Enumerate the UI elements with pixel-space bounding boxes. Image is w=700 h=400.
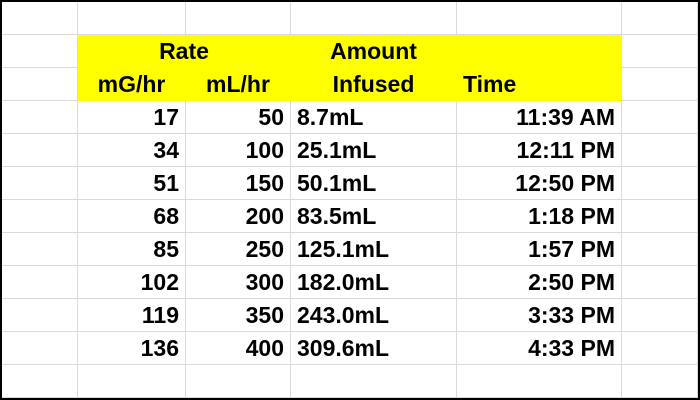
- header-cell: mG/hr: [78, 68, 186, 101]
- data-cell: 12:11 PM: [457, 134, 622, 167]
- cell: [457, 365, 622, 398]
- cell: [291, 365, 457, 398]
- cell: [622, 332, 698, 365]
- cell: [186, 2, 291, 35]
- header-cell: Infused: [291, 68, 457, 101]
- data-cell: 50.1mL: [291, 167, 457, 200]
- data-cell: 125.1mL: [291, 233, 457, 266]
- data-cell: 34: [78, 134, 186, 167]
- cell: [622, 134, 698, 167]
- cell: [2, 35, 78, 68]
- data-cell: 11:39 AM: [457, 101, 622, 134]
- data-cell: 243.0mL: [291, 299, 457, 332]
- cell: [2, 200, 78, 233]
- data-cell: 2:50 PM: [457, 266, 622, 299]
- data-cell: 4:33 PM: [457, 332, 622, 365]
- data-cell: 182.0mL: [291, 266, 457, 299]
- cell: [78, 365, 186, 398]
- header-cell: Time: [457, 68, 622, 101]
- cell: [622, 299, 698, 332]
- data-cell: 102: [78, 266, 186, 299]
- data-cell: 400: [186, 332, 291, 365]
- data-cell: 85: [78, 233, 186, 266]
- header-cell: Rate: [78, 35, 291, 68]
- cell: [622, 233, 698, 266]
- data-cell: 12:50 PM: [457, 167, 622, 200]
- data-cell: 119: [78, 299, 186, 332]
- data-cell: 200: [186, 200, 291, 233]
- cell: [2, 332, 78, 365]
- cell: [622, 167, 698, 200]
- cell: [2, 167, 78, 200]
- data-cell: 1:57 PM: [457, 233, 622, 266]
- cell: [2, 233, 78, 266]
- data-cell: 3:33 PM: [457, 299, 622, 332]
- cell: [186, 365, 291, 398]
- cell: [622, 200, 698, 233]
- data-cell: 100: [186, 134, 291, 167]
- cell: [457, 2, 622, 35]
- cell: [2, 299, 78, 332]
- cell: [78, 2, 186, 35]
- header-cell: Amount: [291, 35, 457, 68]
- cell: [622, 101, 698, 134]
- cell: [2, 68, 78, 101]
- data-cell: 8.7mL: [291, 101, 457, 134]
- data-cell: 136: [78, 332, 186, 365]
- data-cell: 25.1mL: [291, 134, 457, 167]
- cell: [622, 266, 698, 299]
- data-cell: 150: [186, 167, 291, 200]
- header-cell: mL/hr: [186, 68, 291, 101]
- cell: [622, 2, 698, 35]
- cell: [457, 35, 622, 68]
- data-cell: 83.5mL: [291, 200, 457, 233]
- data-cell: 250: [186, 233, 291, 266]
- data-cell: 300: [186, 266, 291, 299]
- cell: [2, 2, 78, 35]
- cell: [622, 35, 698, 68]
- cell: [622, 365, 698, 398]
- cell: [291, 2, 457, 35]
- cell: [2, 365, 78, 398]
- data-cell: 17: [78, 101, 186, 134]
- cell: [2, 266, 78, 299]
- data-cell: 50: [186, 101, 291, 134]
- data-cell: 350: [186, 299, 291, 332]
- data-cell: 68: [78, 200, 186, 233]
- data-cell: 309.6mL: [291, 332, 457, 365]
- cell: [622, 68, 698, 101]
- data-cell: 51: [78, 167, 186, 200]
- data-cell: 1:18 PM: [457, 200, 622, 233]
- cell: [2, 134, 78, 167]
- cell: [2, 101, 78, 134]
